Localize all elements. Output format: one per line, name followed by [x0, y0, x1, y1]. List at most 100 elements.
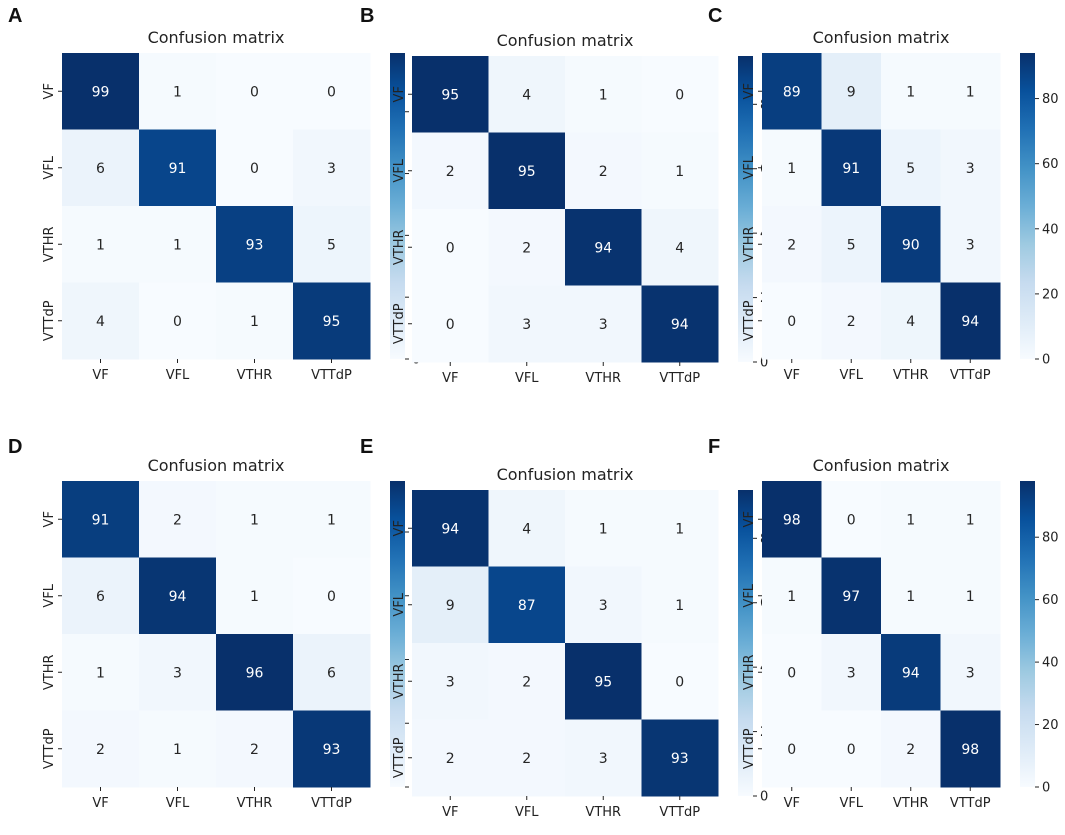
y-tick-label: VTHR — [742, 226, 757, 262]
colorbar — [738, 56, 753, 362]
cell-value-label: 2 — [446, 751, 455, 767]
y-tick-label: VTHR — [42, 226, 57, 262]
cell-value-label: 9 — [446, 598, 455, 614]
cell-value-label: 91 — [169, 161, 187, 177]
panel-letter: B — [360, 5, 374, 27]
colorbar-tick-label: 0 — [760, 356, 768, 371]
heatmap-cell — [139, 481, 217, 558]
cell-value-label: 1 — [675, 598, 684, 614]
cell-value-label: 4 — [906, 314, 915, 330]
cell-value-label: 93 — [246, 237, 264, 253]
cell-value-label: 91 — [92, 512, 110, 528]
heatmap-cell — [762, 129, 822, 207]
cell-value-label: 2 — [446, 164, 455, 180]
cell-value-label: 0 — [327, 84, 336, 100]
heatmap-cell — [216, 481, 294, 558]
heatmap-cell — [139, 710, 217, 788]
heatmap-cell — [139, 129, 217, 207]
cell-value-label: 1 — [787, 161, 796, 177]
colorbar — [738, 490, 753, 796]
panel-letter: A — [8, 5, 22, 27]
heatmap-cell — [139, 557, 217, 635]
x-tick-label: VTHR — [585, 371, 621, 386]
colorbar-tick-label: 20 — [1042, 718, 1059, 733]
chart-title: Confusion matrix — [497, 31, 634, 50]
y-tick-label: VTTdP — [392, 303, 407, 344]
heatmap-cell — [488, 566, 566, 644]
y-tick-label: VTTdP — [742, 300, 757, 341]
cell-value-label: 1 — [250, 589, 259, 605]
heatmap-cell — [293, 53, 371, 130]
heatmap-cell — [293, 557, 371, 635]
heatmap-cell — [881, 53, 941, 130]
cell-value-label: 3 — [966, 161, 975, 177]
colorbar — [1020, 481, 1035, 787]
cell-value-label: 1 — [599, 87, 608, 103]
chart-title: Confusion matrix — [148, 28, 285, 47]
heatmap-cell — [412, 285, 489, 363]
cell-value-label: 2 — [522, 751, 531, 767]
cell-value-label: 0 — [675, 674, 684, 690]
heatmap-cell — [565, 209, 642, 286]
y-tick-label: VF — [742, 83, 757, 99]
heatmap-cell — [565, 719, 642, 797]
heatmap-cell — [641, 56, 719, 133]
cell-value-label: 5 — [847, 237, 856, 253]
x-tick-label: VFL — [166, 368, 190, 383]
cell-value-label: 98 — [783, 512, 801, 528]
cell-value-label: 3 — [599, 317, 608, 333]
cell-value-label: 3 — [599, 598, 608, 614]
heatmap-cell — [881, 282, 941, 360]
heatmap-cell — [821, 634, 882, 711]
cell-value-label: 0 — [327, 589, 336, 605]
heatmap-cell — [216, 53, 294, 130]
heatmap-cell — [940, 206, 1001, 283]
heatmap-cell — [293, 634, 371, 711]
cell-value-label: 4 — [522, 87, 531, 103]
heatmap-cell — [488, 719, 566, 797]
x-tick-label: VTTdP — [659, 805, 700, 820]
heatmap-cell — [762, 710, 822, 788]
cell-value-label: 3 — [966, 665, 975, 681]
x-tick-label: VF — [442, 371, 458, 386]
y-tick-label: VTTdP — [742, 728, 757, 769]
colorbar-tick-label: 60 — [1042, 593, 1059, 608]
cell-value-label: 1 — [96, 665, 105, 681]
cell-value-label: 2 — [847, 314, 856, 330]
cell-value-label: 94 — [169, 589, 187, 605]
heatmap-cell — [62, 206, 140, 283]
cell-value-label: 0 — [847, 512, 856, 528]
x-tick-label: VF — [92, 796, 108, 811]
heatmap-cell — [641, 209, 719, 286]
x-tick-label: VTHR — [893, 368, 929, 383]
heatmap-cell — [488, 132, 566, 210]
cell-value-label: 94 — [441, 521, 459, 537]
cell-value-label: 2 — [787, 237, 796, 253]
cell-value-label: 2 — [522, 240, 531, 256]
panel-a: A Confusion matrix 99 1 0 0 6 91 0 3 1 1 93 5 4 0 1 95 VF V… — [8, 5, 429, 383]
heatmap-cell — [139, 634, 217, 711]
heatmap-cell — [940, 282, 1001, 360]
x-tick-label: VF — [784, 796, 800, 811]
heatmap-cell — [940, 710, 1001, 788]
colorbar-tick-label: 40 — [1042, 222, 1059, 237]
heatmap-cell — [293, 481, 371, 558]
heatmap-cell — [565, 566, 642, 644]
colorbar — [390, 481, 405, 787]
cell-value-label: 3 — [327, 161, 336, 177]
heatmap-cell — [216, 557, 294, 635]
heatmap-cell — [641, 643, 719, 720]
cell-value-label: 2 — [173, 512, 182, 528]
cell-value-label: 0 — [446, 240, 455, 256]
cell-value-label: 1 — [906, 84, 915, 100]
colorbar-tick-label: 40 — [1042, 656, 1059, 671]
cell-value-label: 3 — [847, 665, 856, 681]
heatmap-cell — [821, 129, 882, 207]
cell-value-label: 89 — [783, 84, 801, 100]
cell-value-label: 0 — [787, 665, 796, 681]
heatmap-cell — [821, 557, 882, 635]
cell-value-label: 1 — [173, 742, 182, 758]
colorbar-tick-label: 80 — [1042, 531, 1059, 546]
cell-value-label: 3 — [173, 665, 182, 681]
cell-value-label: 1 — [173, 84, 182, 100]
